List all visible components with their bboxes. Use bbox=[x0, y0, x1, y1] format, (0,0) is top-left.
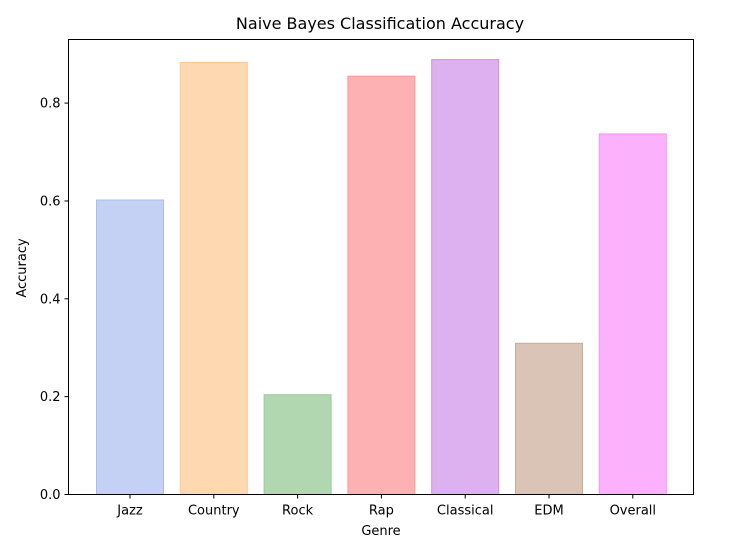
bar-edm bbox=[515, 342, 583, 495]
x-tick-label: Rock bbox=[282, 504, 314, 519]
x-axis: Jazz Country Rock Rap Classical EDM Overall bbox=[116, 494, 656, 519]
bar-classical bbox=[431, 59, 500, 495]
bar-overall bbox=[598, 133, 667, 495]
y-tick-label: 0.6 bbox=[40, 194, 61, 209]
y-axis-label: Accuracy bbox=[15, 238, 30, 298]
y-tick-label: 0.8 bbox=[40, 97, 61, 112]
x-tick-label: Overall bbox=[610, 504, 656, 519]
x-tick-label: Classical bbox=[437, 504, 494, 519]
y-tick-label: 0.2 bbox=[40, 390, 61, 405]
y-axis: 0.0 0.2 0.4 0.6 0.8 bbox=[40, 97, 69, 503]
bar-jazz bbox=[96, 199, 164, 495]
y-tick-label: 0.0 bbox=[40, 488, 61, 503]
x-tick-label: Country bbox=[188, 504, 240, 519]
x-tick-label: Jazz bbox=[116, 504, 143, 519]
bar-country bbox=[179, 62, 248, 495]
x-tick-label: EDM bbox=[534, 504, 563, 519]
bar-rock bbox=[263, 394, 332, 496]
chart-title: Naive Bayes Classification Accuracy bbox=[236, 14, 524, 33]
x-tick-label: Rap bbox=[369, 504, 394, 519]
x-axis-label: Genre bbox=[361, 524, 400, 539]
bar-rap bbox=[347, 75, 416, 495]
bars-group bbox=[96, 59, 667, 496]
y-tick-label: 0.4 bbox=[40, 292, 61, 307]
